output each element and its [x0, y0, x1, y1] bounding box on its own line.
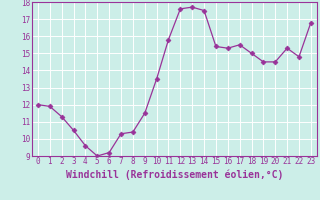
- X-axis label: Windchill (Refroidissement éolien,°C): Windchill (Refroidissement éolien,°C): [66, 169, 283, 180]
